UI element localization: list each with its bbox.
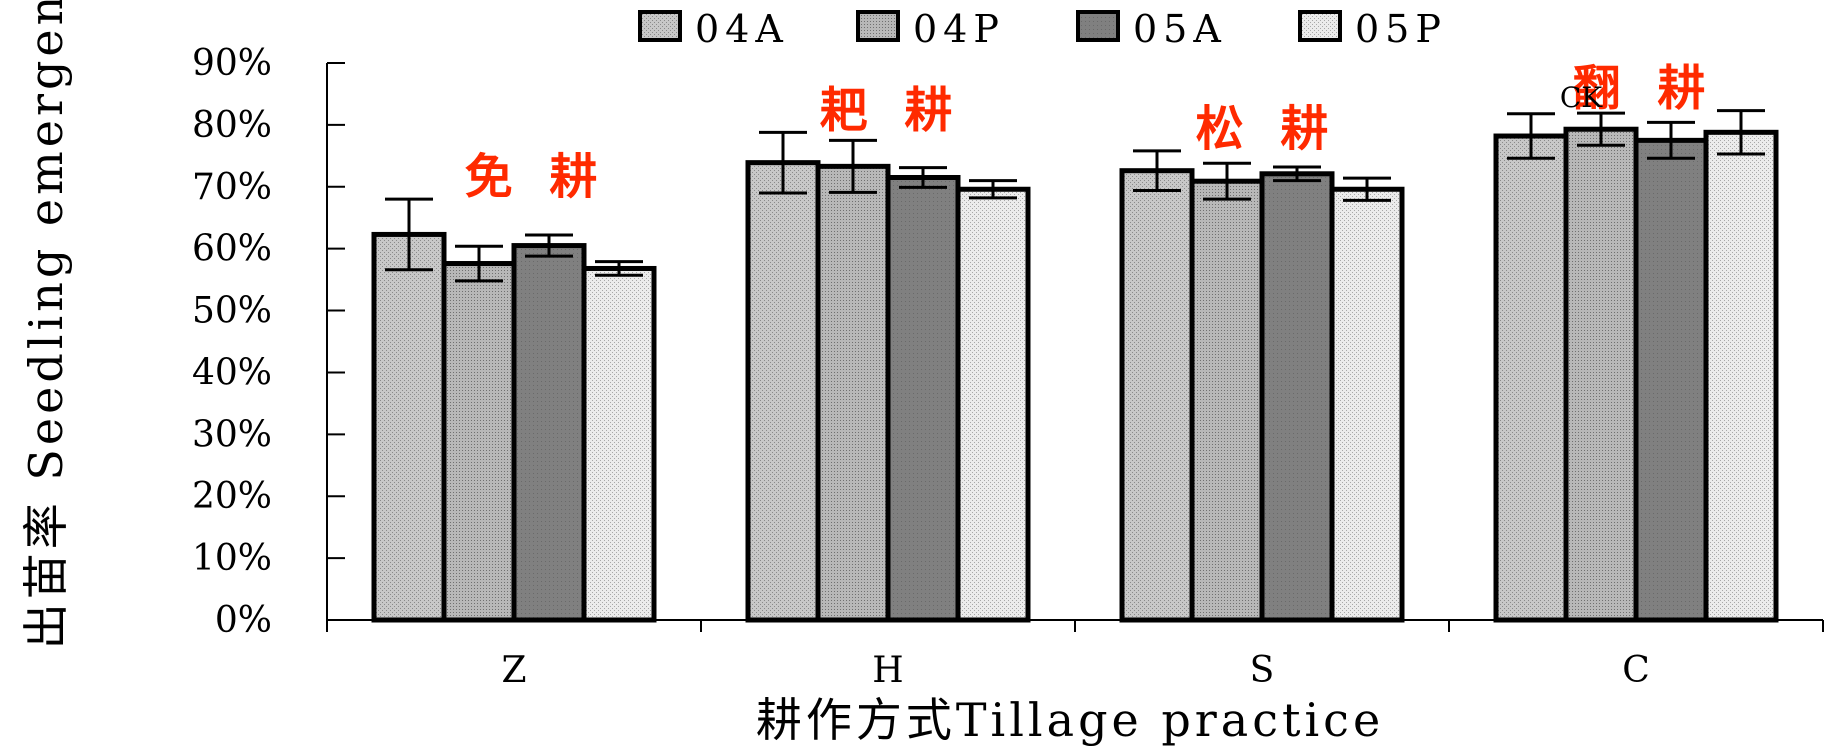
y-tick-label: 70% [192, 167, 272, 208]
bar-05P-C [1703, 129, 1779, 623]
x-axis-label: 耕作方式Tillage practice [756, 693, 1384, 747]
legend-swatch-05P [1298, 10, 1342, 42]
group-labels: 免 耕 耙 耕 松 耕 翻 耕CK [465, 61, 1716, 206]
bar-04A-C [1493, 133, 1569, 623]
legend-label: 04P [913, 7, 1005, 51]
bar-04P-Z [441, 261, 517, 623]
bar-04P-S [1189, 178, 1265, 623]
y-tick-label: 80% [192, 105, 272, 146]
group-label: 耙 耕 [820, 82, 963, 138]
y-tick-label: 0% [215, 600, 272, 641]
bar-05P-H [955, 186, 1031, 623]
y-tick-label: 40% [192, 352, 272, 393]
y-tick-label: 50% [192, 291, 272, 332]
error-bars [385, 109, 1765, 283]
legend-label: 05P [1355, 7, 1447, 51]
y-tick-label: 10% [192, 538, 272, 579]
bar-05A-Z [511, 243, 587, 623]
y-tick-label: 60% [192, 229, 272, 270]
legend-swatch-05A [1076, 10, 1120, 42]
x-tick-label: C [1622, 650, 1650, 691]
bar-04A-S [1119, 168, 1195, 623]
y-axis: 0% 10% 20% 30% 40% 50% 60% 70% 80% 90% [192, 43, 345, 641]
bar-05P-Z [581, 265, 657, 623]
group-label: 免 耕 [465, 149, 608, 205]
bar-05P-S [1329, 186, 1405, 623]
bar-04A-H [745, 160, 821, 623]
x-tick-label: S [1250, 650, 1275, 691]
legend-swatch-04P [856, 10, 900, 42]
legend-label: 05A [1133, 7, 1227, 51]
y-tick-label: 90% [192, 43, 272, 84]
bar-05A-S [1259, 171, 1335, 623]
legend: 04A 04P 05A 05P [638, 7, 1447, 51]
legend-swatch-04A [638, 10, 682, 42]
bar-05A-C [1633, 137, 1709, 623]
x-tick-label: H [872, 650, 903, 691]
bar-05A-H [885, 174, 961, 623]
bar-04A-Z [371, 231, 447, 623]
ck-annotation: CK [1560, 81, 1603, 114]
bar-04P-C [1563, 126, 1639, 623]
x-tick-label: Z [501, 650, 526, 691]
legend-label: 04A [695, 7, 789, 51]
y-tick-label: 20% [192, 476, 272, 517]
bars [371, 126, 1779, 623]
group-label: 翻 耕 [1573, 61, 1716, 117]
y-tick-label: 30% [192, 414, 272, 455]
group-label: 松 耕 [1196, 101, 1339, 157]
y-axis-label: 出苗率 Seedling emergence [19, 0, 73, 649]
bar-04P-H [815, 163, 891, 623]
